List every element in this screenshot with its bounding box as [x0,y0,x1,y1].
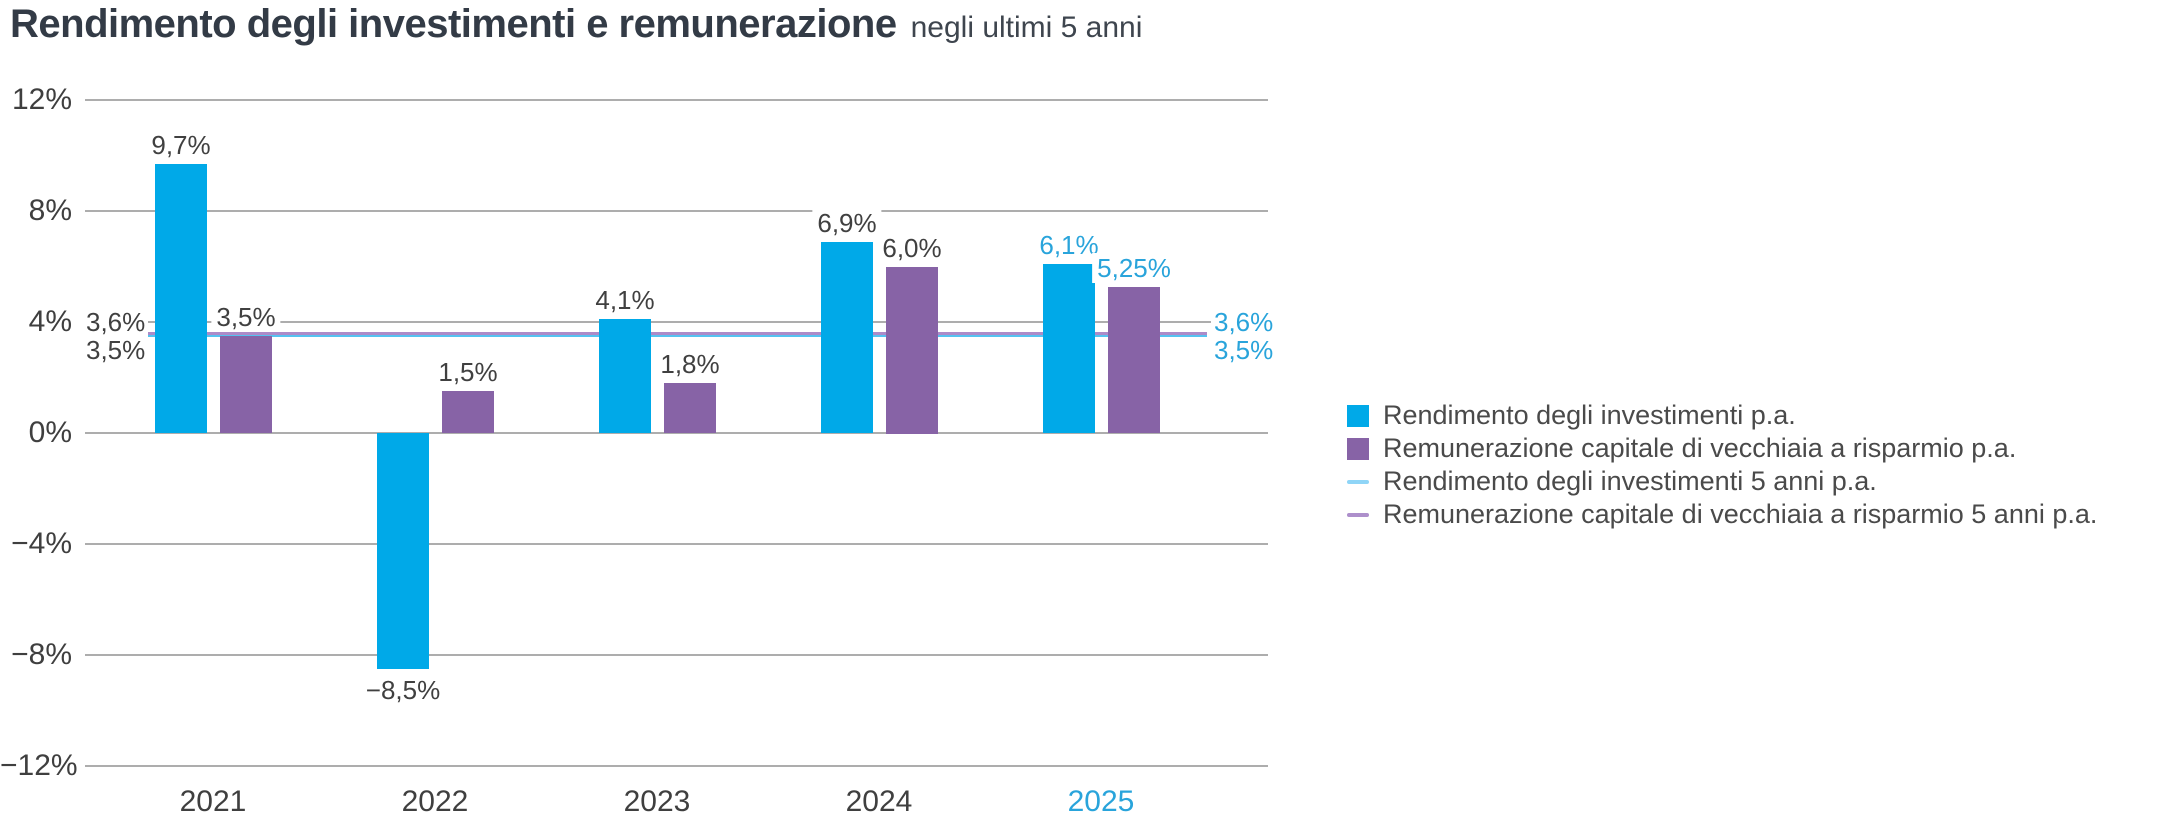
chart-title: Rendimento degli investimenti e remunera… [10,2,1142,47]
reference-line-label-left: 3,5% [83,335,149,365]
y-axis-tick-label: 0% [28,416,72,449]
gridline [85,543,1268,545]
y-axis-tick-label: −4% [11,527,72,560]
legend-item-label: Remunerazione capitale di vecchiaia a ri… [1383,433,2017,463]
legend-item-label: Rendimento degli investimenti 5 anni p.a… [1383,466,1877,496]
legend-line-icon [1347,479,1369,484]
gridline [85,765,1268,767]
bar-value-label: 1,8% [655,349,725,379]
reference-line-label-left: 3,6% [83,307,149,337]
bar-investment-2022 [377,433,429,669]
legend-item-label: Rendimento degli investimenti p.a. [1383,400,1796,430]
legend-item: Remunerazione capitale di vecchiaia a ri… [1347,432,2097,465]
gridline [85,432,1268,434]
bar-value-label: 1,5% [433,357,503,387]
bar-investment-2023 [599,319,651,433]
legend-item: Rendimento degli investimenti p.a. [1347,399,2097,432]
gridline [85,321,1268,323]
x-axis-label-2023: 2023 [623,785,691,818]
x-axis-label-2022: 2022 [401,785,469,818]
x-axis-label-2024: 2024 [845,785,913,818]
chart-title-suffix: negli ultimi 5 anni [910,11,1143,44]
gridline [85,99,1268,101]
reference-line-label-right: 3,6% [1211,307,1277,337]
y-axis-tick-label: −12% [0,749,78,782]
gridline [85,654,1268,656]
bar-value-label: −8,5% [360,675,446,705]
legend-item: Rendimento degli investimenti 5 anni p.a… [1347,465,2097,498]
legend-square-icon [1347,404,1369,427]
bar-value-label: 6,0% [877,233,947,263]
legend-item: Remunerazione capitale di vecchiaia a ri… [1347,498,2097,531]
chart-title-main: Rendimento degli investimenti e remunera… [10,2,897,46]
gridline [85,210,1268,212]
legend-square-icon [1347,437,1369,460]
legend-line-icon [1347,512,1369,517]
legend: Rendimento degli investimenti p.a. Remune… [1347,399,2097,531]
bar-remuneration-2021 [220,336,272,433]
bar-remuneration-2022 [442,391,494,433]
bar-value-label: 3,5% [211,302,281,332]
bar-investment-2021 [155,164,207,433]
bar-value-label: 5,25% [1092,253,1176,283]
bar-investment-2024 [821,242,873,433]
x-axis-label-2025: 2025 [1067,785,1135,818]
bar-remuneration-2024 [886,267,938,434]
bar-value-label: 4,1% [590,285,660,315]
bar-value-label: 6,1% [1034,230,1104,260]
bar-investment-2025 [1043,264,1095,433]
y-axis-tick-label: 12% [11,83,72,116]
bar-value-label: 6,9% [812,208,882,238]
y-axis-tick-label: −8% [11,638,72,671]
x-axis-label-2021: 2021 [179,785,247,818]
bar-remuneration-2023 [664,383,716,433]
bar-remuneration-2025 [1108,287,1160,433]
legend-item-label: Remunerazione capitale di vecchiaia a ri… [1383,499,2098,529]
reference-line-label-right: 3,5% [1211,335,1277,365]
bar-value-label: 9,7% [146,130,216,160]
y-axis-tick-label: 4% [28,305,72,338]
y-axis-tick-label: 8% [28,194,72,227]
